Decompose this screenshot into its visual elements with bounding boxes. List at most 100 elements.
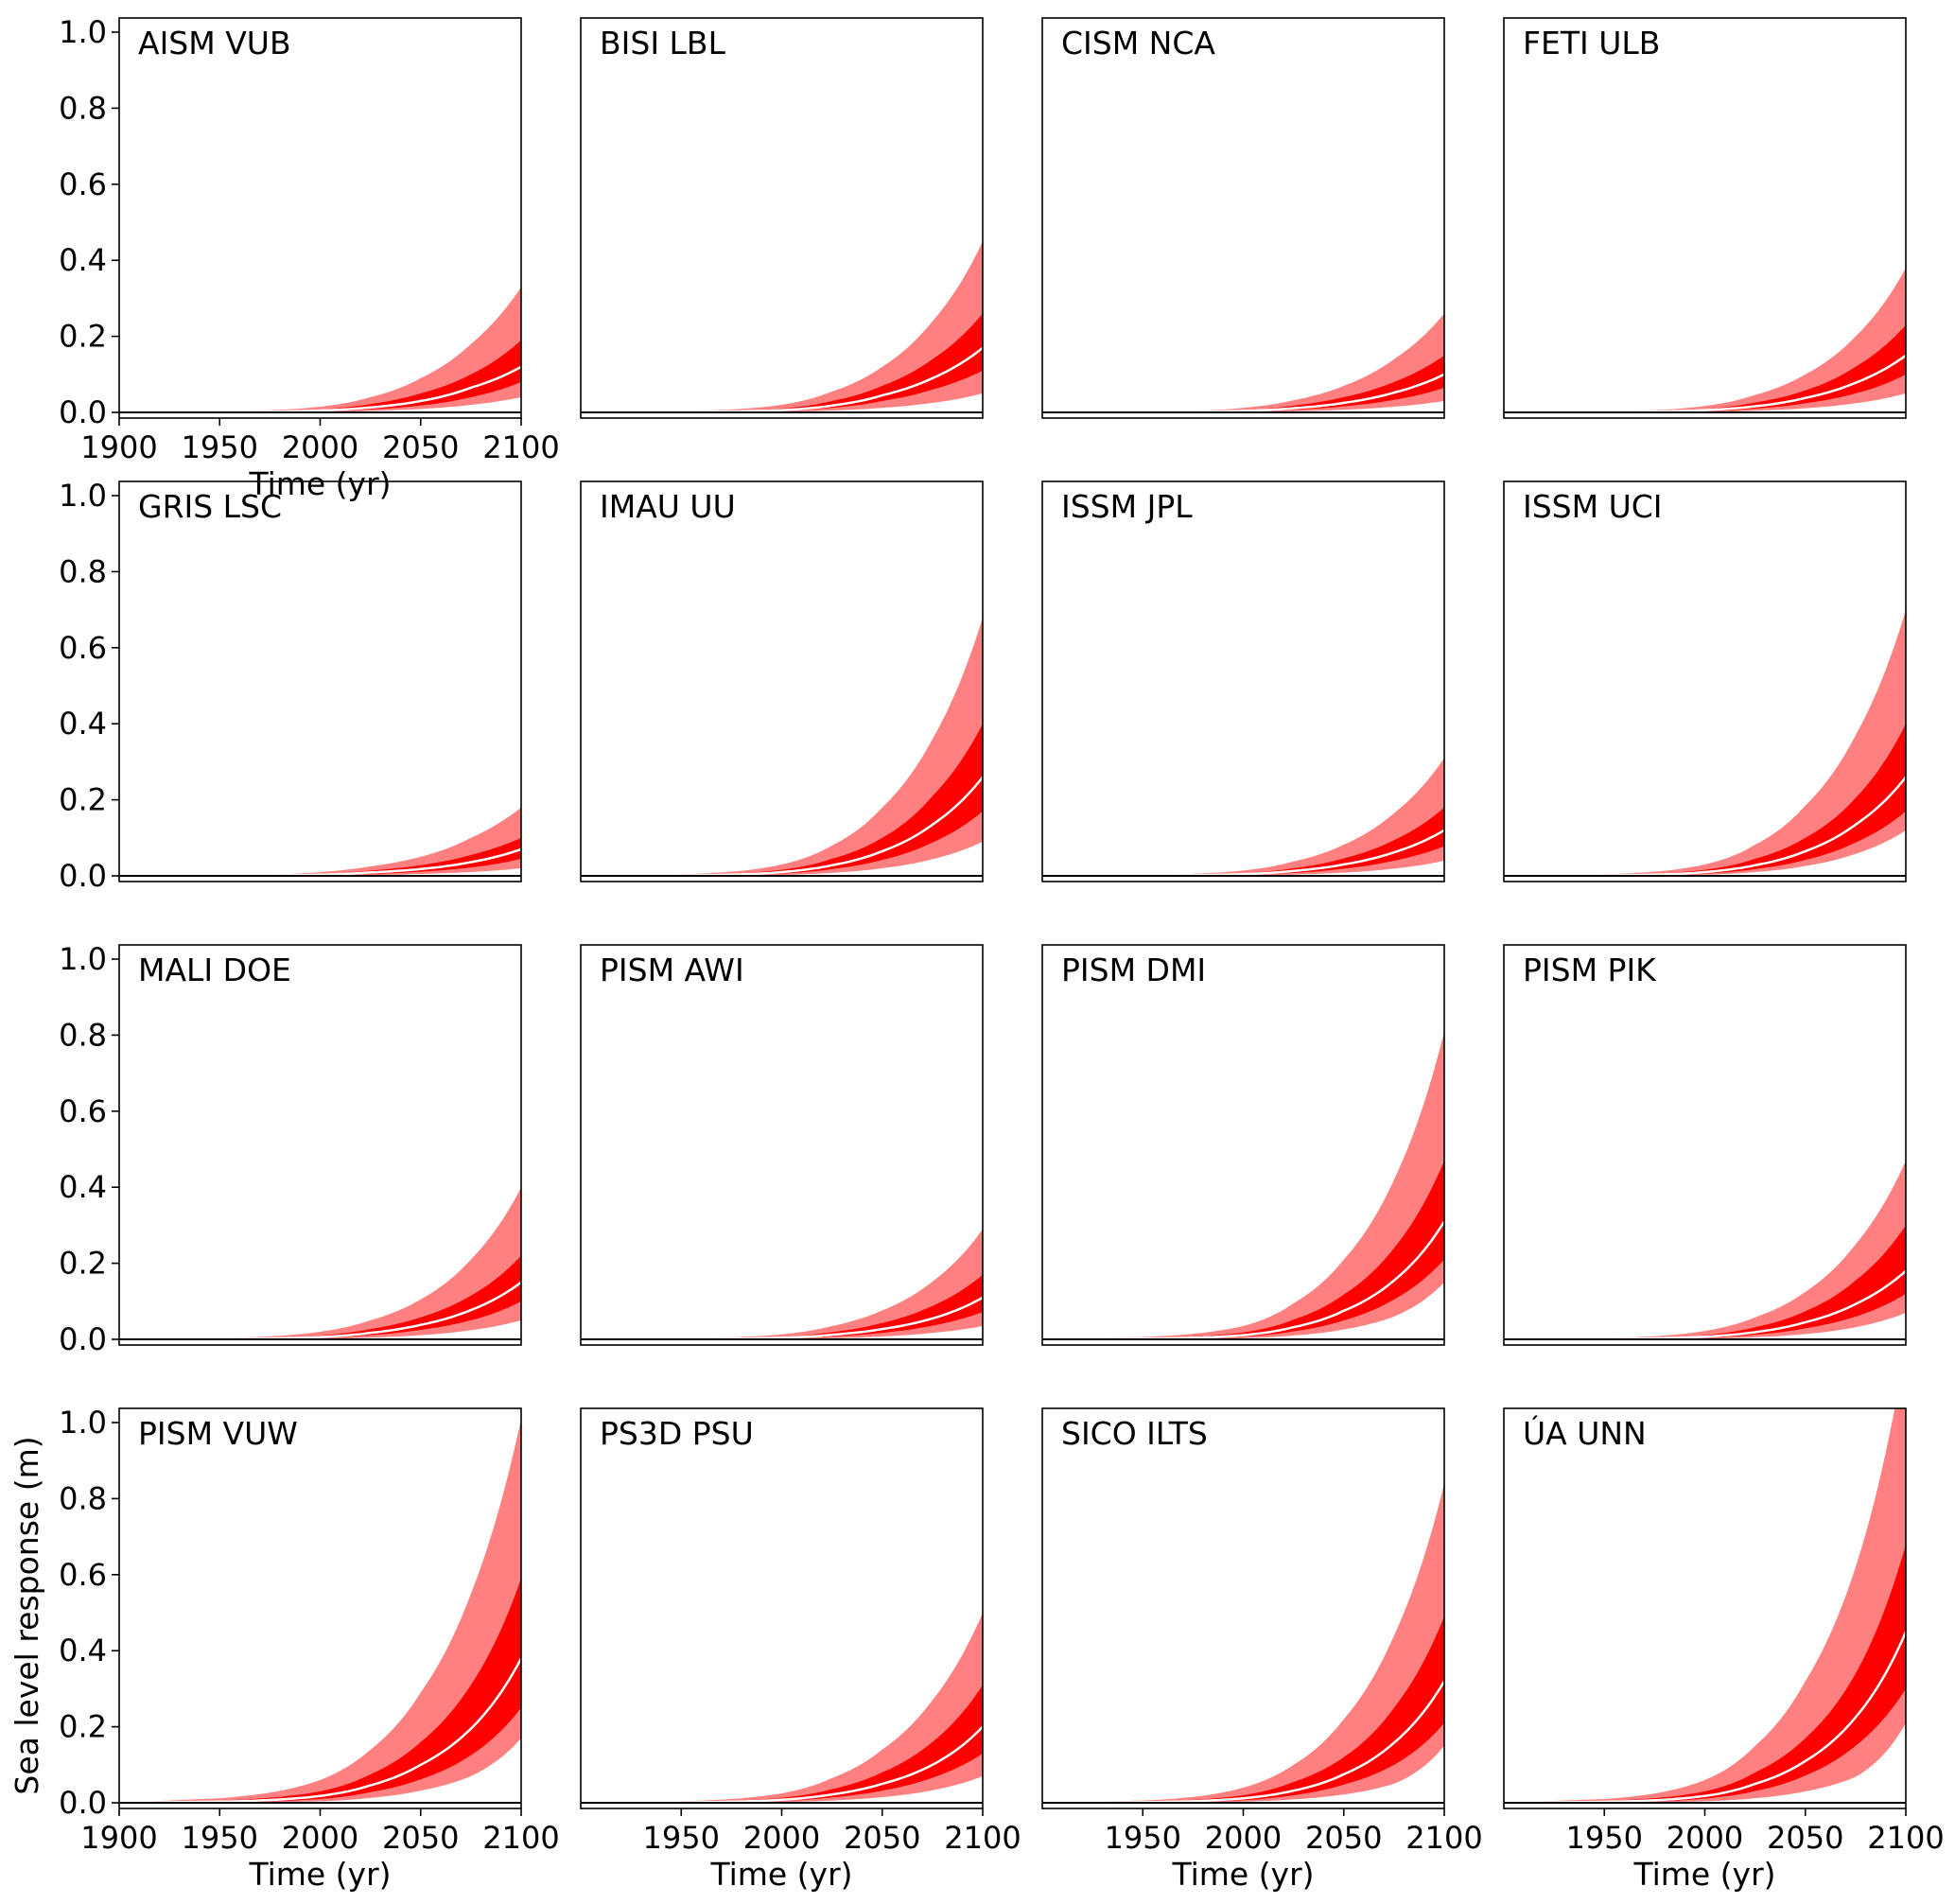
inner-uncertainty-band	[119, 1255, 521, 1339]
panel: GRIS LSC 0.0 0.2 0.4 0.6 0.8 1.0	[59, 478, 522, 894]
inner-uncertainty-band	[119, 340, 521, 412]
plot-frame	[1041, 17, 1445, 419]
outer-uncertainty-band	[119, 807, 521, 876]
y-tick-label: 0.6	[59, 166, 107, 202]
panel: MALI DOE 0.0 0.2 0.4 0.6 0.8 1.0	[59, 941, 522, 1357]
y-tick-label: 1.0	[59, 478, 107, 514]
panel-title: IMAU UU	[600, 488, 736, 525]
x-tick-label: 2000	[282, 429, 358, 465]
outer-uncertainty-band	[119, 1187, 521, 1339]
outer-uncertainty-band	[119, 1419, 521, 1803]
x-tick-label: 2000	[282, 1820, 358, 1856]
outer-uncertainty-band	[1504, 609, 1906, 876]
panel-title: PISM VUW	[138, 1415, 298, 1452]
y-tick-label: 0.4	[59, 1633, 107, 1668]
plot-frame	[1503, 480, 1907, 882]
y-tick-label: 0.2	[59, 782, 107, 818]
x-tick-label: 2000	[1205, 1820, 1282, 1856]
plot-frame	[118, 480, 522, 882]
y-tick-label: 1.0	[59, 1405, 107, 1441]
y-tick-label: 0.0	[59, 394, 107, 430]
inner-uncertainty-band	[581, 313, 983, 412]
panel: ISSM JPL	[1041, 480, 1445, 882]
x-tick-label: 2050	[1305, 1820, 1382, 1856]
x-tick-label: 1950	[182, 429, 258, 465]
inner-uncertainty-band	[1042, 355, 1444, 412]
x-tick-label: 1950	[182, 1820, 258, 1856]
x-tick-label: 2050	[1767, 1820, 1843, 1856]
y-tick-label: 0.6	[59, 630, 107, 666]
y-tick-label: 0.0	[59, 1785, 107, 1821]
inner-uncertainty-band	[1042, 1161, 1444, 1339]
panel-title: MALI DOE	[138, 952, 291, 988]
x-tick-label: 2100	[482, 429, 559, 465]
plot-frame	[580, 944, 984, 1346]
outer-uncertainty-band	[1042, 1031, 1444, 1339]
inner-uncertainty-band	[1042, 807, 1444, 876]
y-tick-label: 0.8	[59, 1480, 107, 1516]
panel-title: PISM PIK	[1523, 952, 1657, 988]
panel-title: PS3D PSU	[600, 1415, 754, 1452]
y-tick-label: 0.2	[59, 1709, 107, 1745]
x-tick-label: 2000	[1667, 1820, 1743, 1856]
x-tick-label: 2100	[1867, 1820, 1944, 1856]
panel-title: AISM VUB	[138, 25, 291, 61]
x-axis-label: Time (yr)	[1632, 1856, 1775, 1893]
outer-uncertainty-band	[119, 287, 521, 412]
panel-grid: AISM VUB 0.0 0.2 0.4 0.6 0.8 1.0 1900 1950 2000 20…	[59, 14, 1945, 1893]
panel: CISM NCA	[1041, 17, 1445, 419]
panel-title: SICO ILTS	[1061, 1415, 1208, 1452]
y-tick-label: 0.8	[59, 553, 107, 589]
panel-title: ISSM UCI	[1523, 488, 1663, 525]
panel-title: GRIS LSC	[138, 488, 282, 525]
y-tick-label: 0.2	[59, 319, 107, 355]
panel: IMAU UU	[580, 480, 984, 882]
panel-title: PISM AWI	[600, 952, 744, 988]
panel-title: CISM NCA	[1061, 25, 1215, 61]
x-tick-label: 1950	[1566, 1820, 1643, 1856]
x-axis-label: Time (yr)	[709, 1856, 852, 1893]
y-axis-label: Sea level response (m)	[9, 1436, 45, 1794]
panel: PISM DMI	[1041, 944, 1445, 1346]
panel-title: ISSM JPL	[1061, 488, 1193, 525]
plot-frame	[118, 944, 522, 1346]
x-tick-label: 1900	[80, 1820, 157, 1856]
panel-title: BISI LBL	[600, 25, 726, 61]
plot-frame	[580, 17, 984, 419]
outer-uncertainty-band	[1042, 313, 1444, 412]
x-tick-label: 2100	[482, 1820, 559, 1856]
x-tick-label: 1900	[80, 429, 157, 465]
x-tick-label: 2100	[944, 1820, 1021, 1856]
panel: ÚA UNN 1950 2000 2050 2100 Time (yr)	[1503, 1407, 1945, 1893]
outer-uncertainty-band	[581, 241, 983, 412]
panel-title: ÚA UNN	[1523, 1414, 1647, 1452]
panel: PS3D PSU 1950 2000 2050 2100 Time (yr)	[580, 1407, 1021, 1893]
plot-frame	[1503, 17, 1907, 419]
x-tick-label: 2100	[1405, 1820, 1482, 1856]
y-tick-label: 0.8	[59, 90, 107, 126]
y-tick-label: 0.0	[59, 1321, 107, 1357]
y-tick-label: 0.0	[59, 858, 107, 894]
panel: SICO ILTS 1950 2000 2050 2100 Time (yr)	[1041, 1407, 1483, 1893]
x-axis-label: Time (yr)	[248, 465, 391, 502]
panel: PISM AWI	[580, 944, 984, 1346]
outer-uncertainty-band	[1504, 268, 1906, 412]
inner-uncertainty-band	[1504, 324, 1906, 412]
x-axis-label: Time (yr)	[1171, 1856, 1314, 1893]
outer-uncertainty-band	[1042, 1483, 1444, 1803]
y-tick-label: 0.2	[59, 1246, 107, 1282]
panel: PISM PIK	[1503, 944, 1907, 1346]
outer-uncertainty-band	[581, 1229, 983, 1339]
inner-uncertainty-band	[119, 837, 521, 876]
y-tick-label: 0.4	[59, 1169, 107, 1205]
panel: PISM VUW 0.0 0.2 0.4 0.6 0.8 1.0 1900 1950 2000 20…	[59, 1405, 560, 1893]
panel: AISM VUB 0.0 0.2 0.4 0.6 0.8 1.0 1900 1950 2000 20…	[59, 14, 560, 502]
y-tick-label: 0.8	[59, 1017, 107, 1053]
x-tick-label: 2050	[382, 1820, 459, 1856]
inner-uncertainty-band	[119, 1578, 521, 1803]
outer-uncertainty-band	[1042, 758, 1444, 876]
x-tick-label: 2000	[743, 1820, 820, 1856]
x-tick-label: 1950	[643, 1820, 720, 1856]
y-tick-label: 1.0	[59, 14, 107, 50]
